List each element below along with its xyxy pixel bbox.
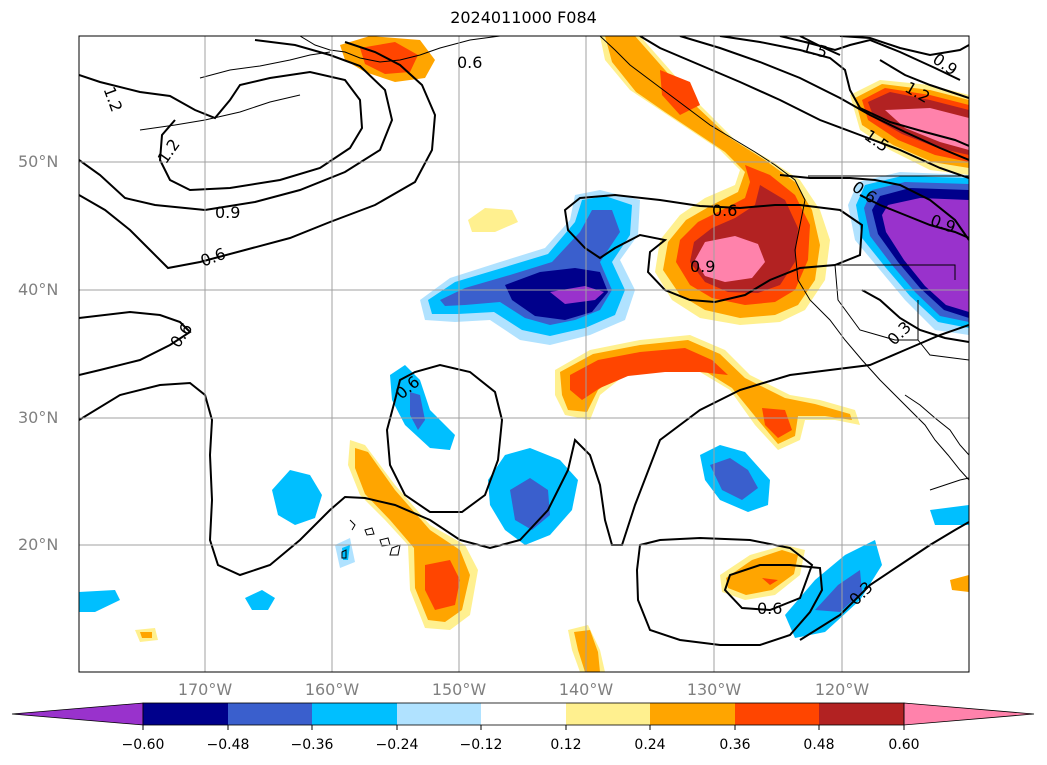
political-boundaries [808,175,969,361]
longitude-label: 120°W [814,680,870,699]
colorbar-segment [143,703,228,725]
longitude-label: 160°W [304,680,360,699]
latitude-label: 40°N [18,280,59,299]
colorbar-tick-label: 0.24 [634,737,666,753]
colorbar-segment [819,703,904,725]
colorbar-tick-label: −0.48 [206,737,250,753]
colorbar-segment [566,703,650,725]
latitude-label: 50°N [18,152,59,171]
contour-label: 1.5 [800,37,830,62]
coastlines [139,36,969,559]
longitude-label: 170°W [177,680,233,699]
colorbar-tick-label: −0.24 [375,737,419,753]
longitude-label: 150°W [431,680,487,699]
colorbar-segment [312,703,397,725]
colorbar-tick-label: −0.60 [121,737,165,753]
map-title: 2024011000 F084 [450,8,597,27]
colorbar-tick-label: −0.36 [290,737,334,753]
colorbar-tick-label: 0.36 [719,737,751,753]
latitude-label: 20°N [18,535,59,554]
gridlines [79,36,969,672]
colorbar-segment [481,703,566,725]
contour-label: 0.3 [884,318,915,349]
colorbar-segment [650,703,735,725]
contour-label: 1.2 [100,84,127,114]
colorbar-tick-label: −0.12 [459,737,503,753]
plot-frame [78,35,970,673]
positive-anomaly-northeast-pacific [600,36,830,325]
contour-label: 0.9 [215,203,240,222]
contour-label: 0.6 [757,599,782,618]
colorbar-segment [397,703,481,725]
colorbar-arrow-right [903,702,1035,726]
negative-anomaly-central-pacific [420,190,640,345]
negative-anomaly-small-features [79,365,969,638]
latitude-label: 30°N [18,408,59,427]
colorbar [11,702,1035,730]
longitude-label: 140°W [558,680,614,699]
positive-anomaly-subtropical-band [555,335,860,450]
colorbar-segment [228,703,312,725]
contour-label: 0.9 [690,257,715,276]
colorbar-tick-label: 0.12 [550,737,582,753]
contour-label: 0.6 [712,201,737,220]
contour-label: 0.6 [198,244,228,271]
colorbar-tick-label: 0.60 [888,737,920,753]
longitude-label: 130°W [686,680,742,699]
colorbar-segment [735,703,819,725]
contour-lines [79,36,969,646]
colorbar-tick-label: 0.48 [803,737,835,753]
contour-label: 0.6 [166,319,196,351]
colorbar-arrow-left [11,702,144,726]
contour-label: 0.6 [457,53,482,72]
positive-anomaly-hawaii [348,440,478,630]
positive-anomaly-canada [850,80,969,175]
